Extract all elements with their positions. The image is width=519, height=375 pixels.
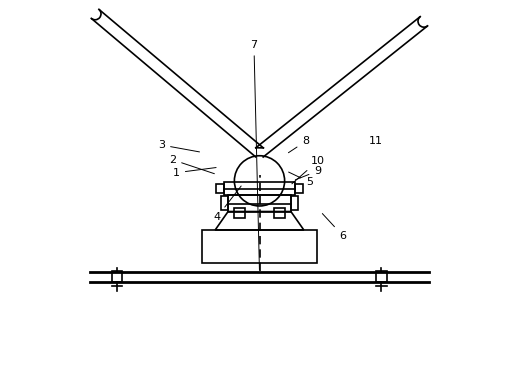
Text: 11: 11 [369,136,383,146]
Text: 1: 1 [173,168,216,178]
Text: 3: 3 [158,140,199,152]
Text: 10: 10 [292,156,325,184]
Text: 2: 2 [169,155,214,174]
Text: 4: 4 [213,186,241,222]
Text: 8: 8 [289,136,309,153]
Text: 9: 9 [295,166,321,180]
Text: 6: 6 [322,213,346,240]
Text: 7: 7 [250,40,260,270]
Text: 5: 5 [289,172,313,187]
